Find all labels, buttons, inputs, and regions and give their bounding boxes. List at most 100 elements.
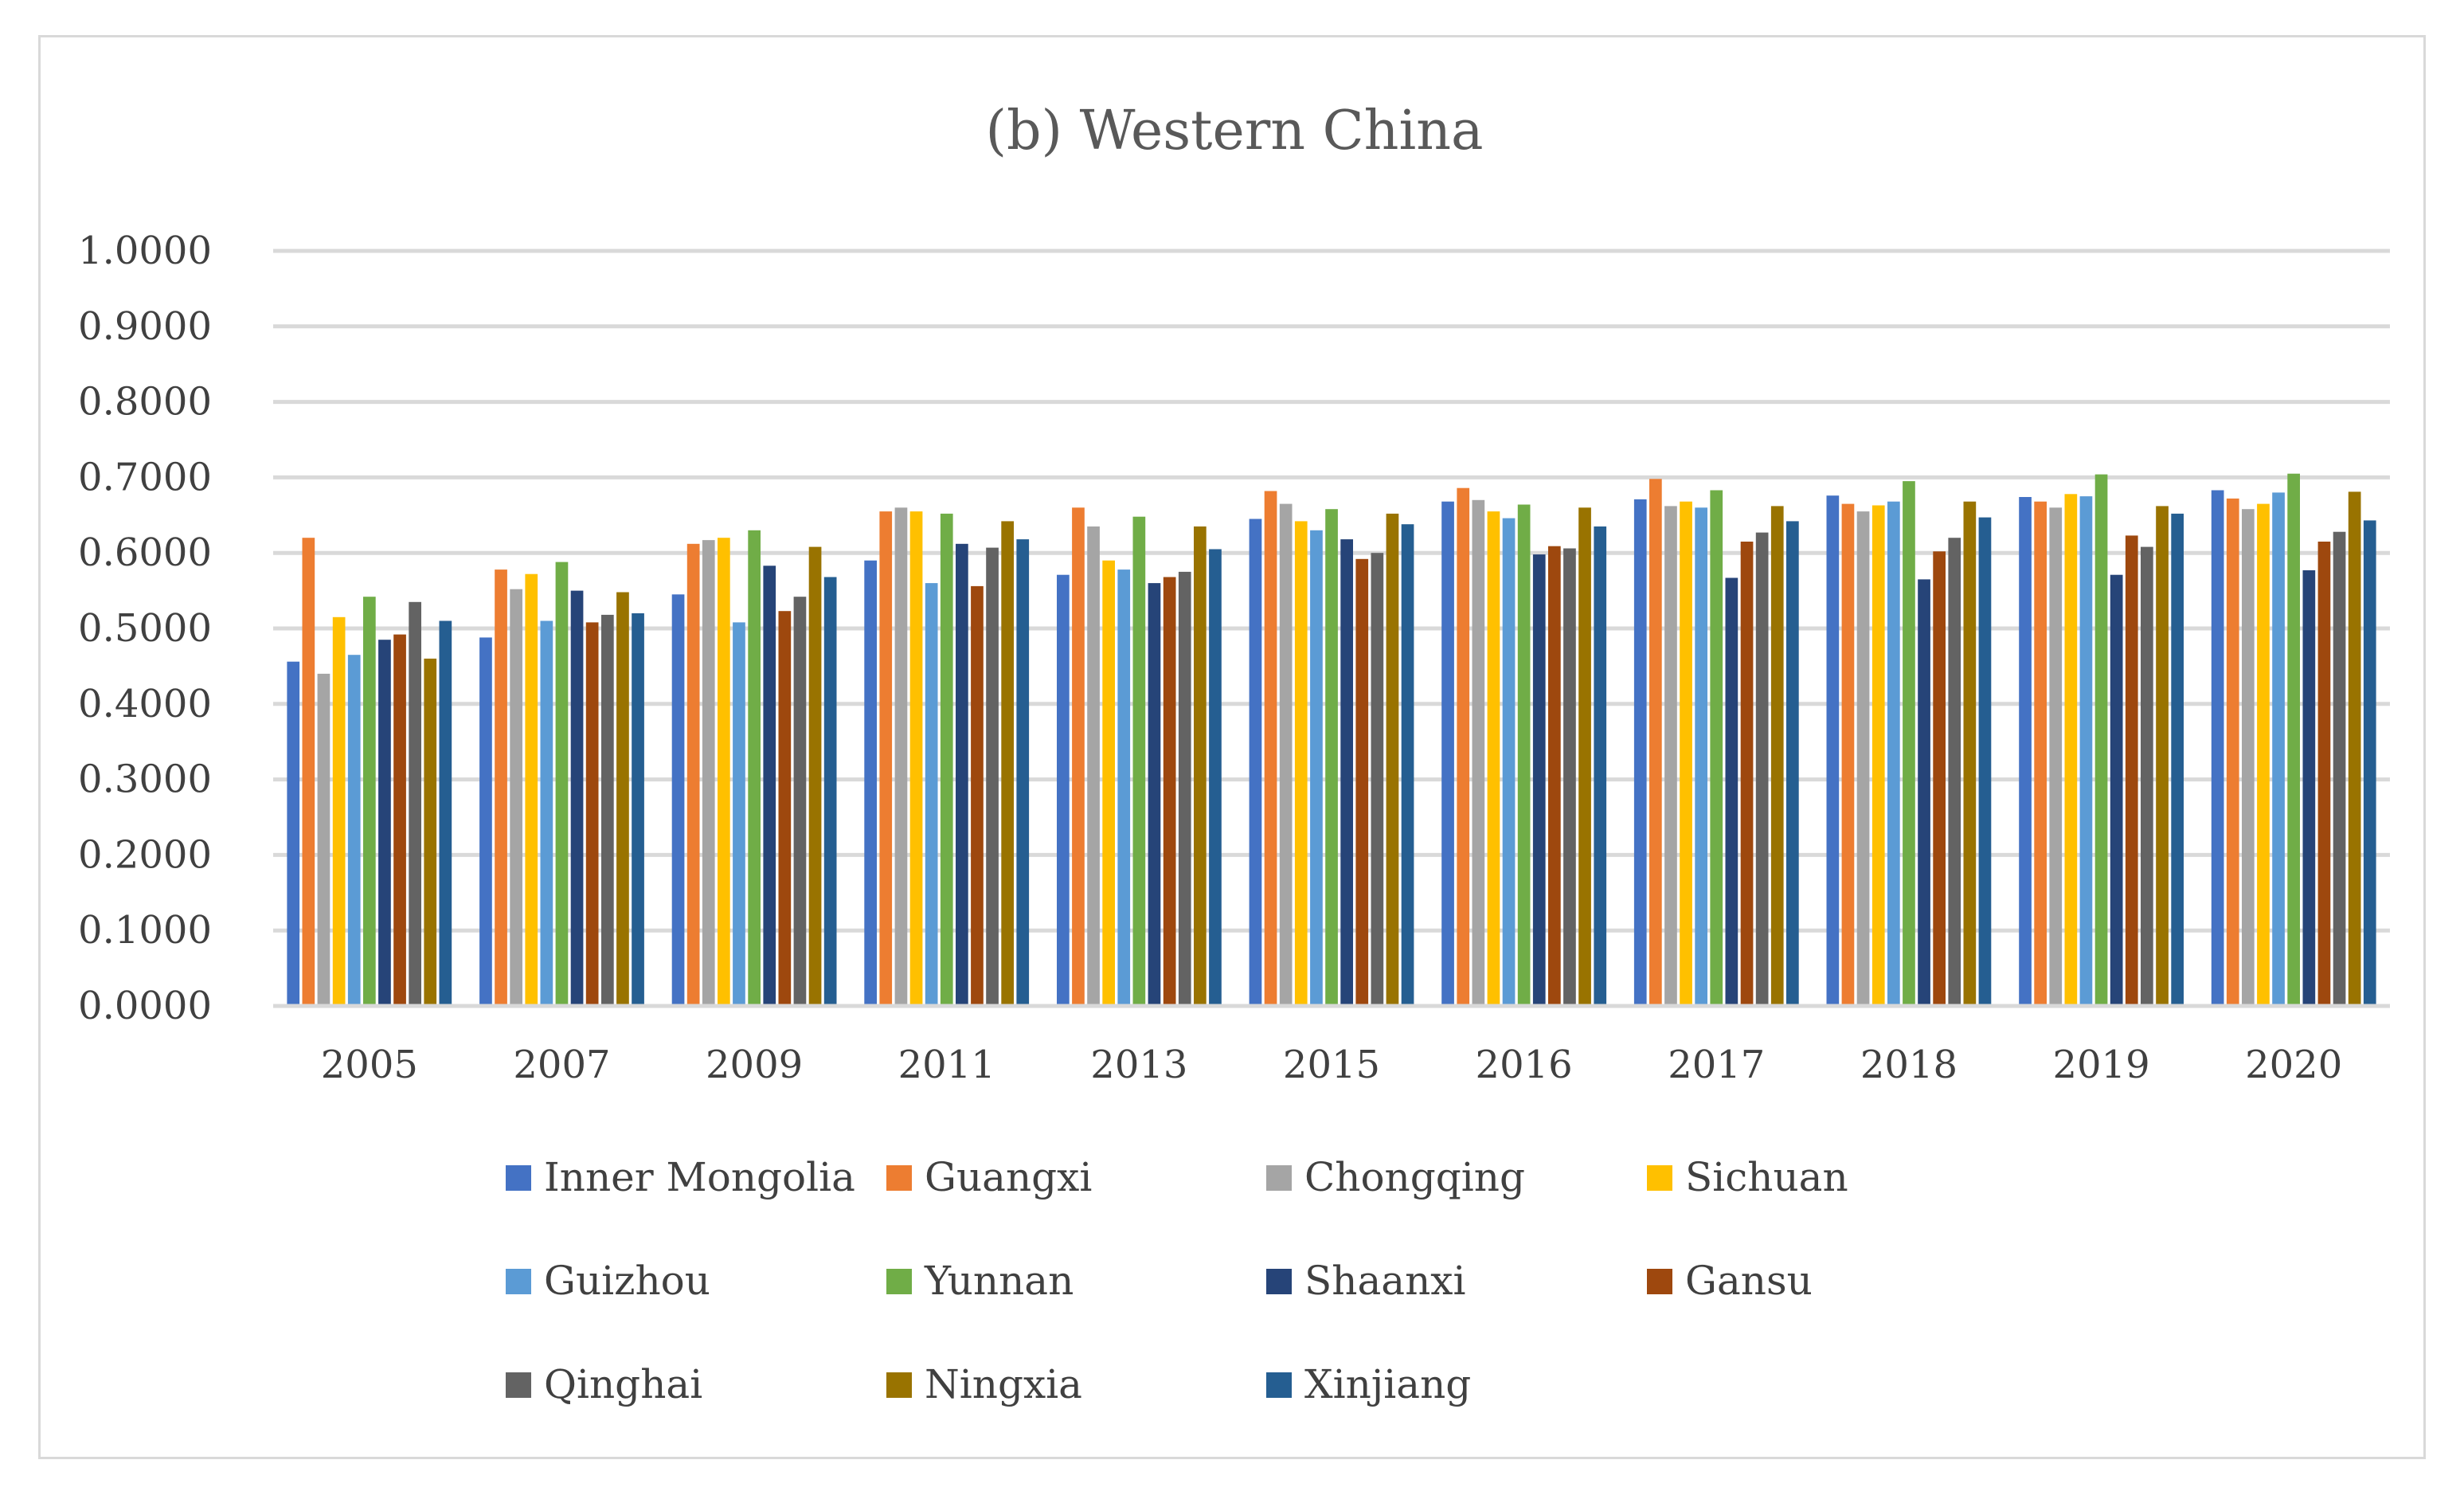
bar-2007-shaanxi xyxy=(570,590,584,1006)
legend-item-ningxia: Ningxia xyxy=(886,1361,1082,1407)
bar-2018-shaanxi xyxy=(1918,579,1930,1006)
bar-2005-yunnan xyxy=(363,597,376,1006)
bar-2018-gansu xyxy=(1933,551,1946,1006)
legend-label: Shaanxi xyxy=(1304,1258,1465,1304)
bar-2019-guizhou xyxy=(2079,496,2093,1006)
legend-item-shaanxi: Shaanxi xyxy=(1266,1258,1465,1304)
bar-2017-guangxi xyxy=(1649,479,1662,1006)
y-tick-label: 0.8000 xyxy=(78,380,212,425)
y-tick-label: 0.2000 xyxy=(78,832,212,877)
bar-2019-shaanxi xyxy=(2110,574,2123,1006)
bar-2009-inner-mongolia xyxy=(671,594,685,1006)
legend-label: Xinjiang xyxy=(1304,1361,1471,1407)
bar-2020-chongqing xyxy=(2242,509,2255,1006)
x-tick-label: 2018 xyxy=(1860,1043,1958,1087)
legend-swatch xyxy=(886,1372,912,1398)
bar-2018-ningxia xyxy=(1963,501,1977,1006)
bar-2018-xinjiang xyxy=(1978,517,1992,1006)
bar-2009-ningxia xyxy=(808,546,822,1006)
legend-label: Guangxi xyxy=(925,1154,1092,1200)
bar-2016-guangxi xyxy=(1457,487,1470,1006)
bar-2017-guizhou xyxy=(1695,507,1707,1006)
bar-2018-qinghai xyxy=(1948,538,1961,1006)
legend-item-yunnan: Yunnan xyxy=(886,1258,1074,1304)
x-axis-tick-labels: 2005 2007 2009 2011 2013 2015 2016 2017 2018 2019… xyxy=(321,1043,2343,1087)
bar-2020-inner-mongolia xyxy=(2211,490,2224,1006)
bar-2011-qinghai xyxy=(986,547,999,1006)
y-tick-label: 0.9000 xyxy=(78,304,212,349)
bar-2019-gansu xyxy=(2125,535,2138,1006)
legend-label: Chongqing xyxy=(1304,1154,1525,1200)
bar-2016-sichuan xyxy=(1487,511,1500,1006)
bar-2019-inner-mongolia xyxy=(2019,497,2032,1006)
bar-2015-guangxi xyxy=(1264,491,1277,1006)
legend-label: Yunnan xyxy=(924,1258,1074,1304)
bar-2017-inner-mongolia xyxy=(1633,499,1647,1006)
bar-2005-inner-mongolia xyxy=(287,661,300,1006)
y-tick-label: 0.0000 xyxy=(78,984,212,1028)
legend-swatch xyxy=(506,1372,531,1398)
bar-2016-shaanxi xyxy=(1532,554,1546,1006)
x-tick-label: 2011 xyxy=(898,1043,995,1087)
bar-2011-inner-mongolia xyxy=(864,560,877,1006)
bar-2016-chongqing xyxy=(1472,499,1485,1006)
bar-2019-sichuan xyxy=(2064,494,2078,1006)
bar-2005-gansu xyxy=(393,634,406,1006)
legend-swatch xyxy=(886,1269,912,1294)
bar-2020-shaanxi xyxy=(2302,570,2316,1006)
x-tick-label: 2020 xyxy=(2245,1043,2342,1087)
bar-2016-inner-mongolia xyxy=(1441,501,1454,1006)
legend-label: Guizhou xyxy=(544,1258,710,1304)
bar-2011-sichuan xyxy=(909,511,923,1006)
bar-2015-sichuan xyxy=(1294,521,1308,1006)
y-tick-label: 0.4000 xyxy=(78,682,212,726)
legend: Inner Mongolia Guangxi Chongqing Sichuan Gui… xyxy=(506,1154,1848,1407)
bar-2009-guizhou xyxy=(733,622,745,1006)
bar-2005-sichuan xyxy=(332,616,346,1006)
bar-2015-shaanxi xyxy=(1340,539,1353,1006)
bar-2011-shaanxi xyxy=(956,543,968,1006)
bar-2005-guizhou xyxy=(347,655,361,1006)
x-tick-label: 2007 xyxy=(513,1043,610,1087)
bar-2013-sichuan xyxy=(1102,560,1115,1006)
legend-item-gansu: Gansu xyxy=(1647,1258,1813,1304)
bar-2018-guangxi xyxy=(1841,503,1855,1006)
bar-2017-gansu xyxy=(1740,542,1754,1006)
bar-2011-yunnan xyxy=(940,513,953,1006)
bar-2011-xinjiang xyxy=(1016,539,1030,1006)
bar-2016-xinjiang xyxy=(1594,526,1607,1006)
bar-2013-inner-mongolia xyxy=(1057,574,1070,1006)
bar-2005-guangxi xyxy=(302,538,315,1006)
bar-2019-guangxi xyxy=(2034,501,2047,1006)
y-tick-label: 0.1000 xyxy=(78,908,212,953)
bar-2017-qinghai xyxy=(1755,532,1769,1006)
legend-swatch xyxy=(506,1165,531,1191)
bar-2007-qinghai xyxy=(601,614,614,1006)
bar-2020-sichuan xyxy=(2257,503,2270,1006)
legend-label: Ningxia xyxy=(925,1361,1082,1407)
legend-label: Qinghai xyxy=(544,1361,702,1407)
y-tick-label: 0.7000 xyxy=(78,455,212,499)
y-tick-label: 1.0000 xyxy=(78,229,212,273)
chart-frame: (b) Western China 0.0000 0.1000 0.2000 0.30… xyxy=(38,35,2426,1459)
legend-swatch xyxy=(886,1165,912,1191)
bar-2009-chongqing xyxy=(702,540,715,1006)
bar-2019-qinghai xyxy=(2141,546,2153,1006)
bar-2013-qinghai xyxy=(1178,571,1191,1006)
bar-2017-shaanxi xyxy=(1725,577,1738,1006)
bar-2007-yunnan xyxy=(555,562,569,1006)
bar-2020-yunnan xyxy=(2287,473,2300,1006)
bar-2017-sichuan xyxy=(1680,501,1692,1006)
bar-2017-yunnan xyxy=(1710,490,1723,1006)
bar-2005-qinghai xyxy=(409,601,421,1006)
x-tick-label: 2005 xyxy=(321,1043,418,1087)
bar-2005-chongqing xyxy=(317,673,330,1006)
bar-2015-xinjiang xyxy=(1401,524,1414,1006)
bar-2005-xinjiang xyxy=(439,620,452,1006)
bar-2013-guizhou xyxy=(1117,569,1131,1006)
y-tick-label: 0.3000 xyxy=(78,757,212,802)
bar-2013-gansu xyxy=(1163,577,1176,1006)
bar-2016-qinghai xyxy=(1563,548,1576,1006)
legend-label: Inner Mongolia xyxy=(544,1154,855,1200)
legend-swatch xyxy=(1647,1165,1672,1191)
